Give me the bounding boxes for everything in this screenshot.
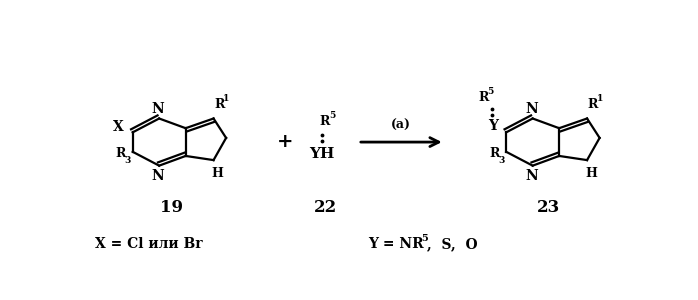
Text: 1: 1 xyxy=(223,94,230,103)
Text: R: R xyxy=(489,147,499,160)
Text: 1: 1 xyxy=(597,94,603,103)
Text: 5: 5 xyxy=(422,234,429,243)
Text: 5: 5 xyxy=(329,111,335,120)
Text: H: H xyxy=(211,167,223,181)
Text: N: N xyxy=(151,169,165,183)
Text: ,  S,  O: , S, O xyxy=(426,237,477,251)
Text: 23: 23 xyxy=(536,199,560,216)
Text: 3: 3 xyxy=(124,156,131,165)
Text: Y: Y xyxy=(488,119,498,134)
Text: N: N xyxy=(526,102,538,116)
Text: 5: 5 xyxy=(487,87,493,96)
Text: R: R xyxy=(116,147,126,160)
Text: R: R xyxy=(214,98,225,111)
Text: R: R xyxy=(478,91,489,104)
Text: +: + xyxy=(277,133,293,151)
Text: YH: YH xyxy=(309,147,335,161)
Text: N: N xyxy=(151,102,165,116)
Text: 22: 22 xyxy=(313,199,336,216)
Text: H: H xyxy=(585,167,597,181)
Text: X: X xyxy=(113,120,124,134)
Text: N: N xyxy=(526,169,538,183)
Text: 19: 19 xyxy=(161,199,183,216)
Text: R: R xyxy=(320,115,330,128)
Text: X = Cl или Br: X = Cl или Br xyxy=(95,237,202,251)
Text: Y = NR: Y = NR xyxy=(368,237,424,251)
Text: R: R xyxy=(588,98,598,111)
Text: (a): (a) xyxy=(392,119,411,132)
Text: 3: 3 xyxy=(498,156,505,165)
